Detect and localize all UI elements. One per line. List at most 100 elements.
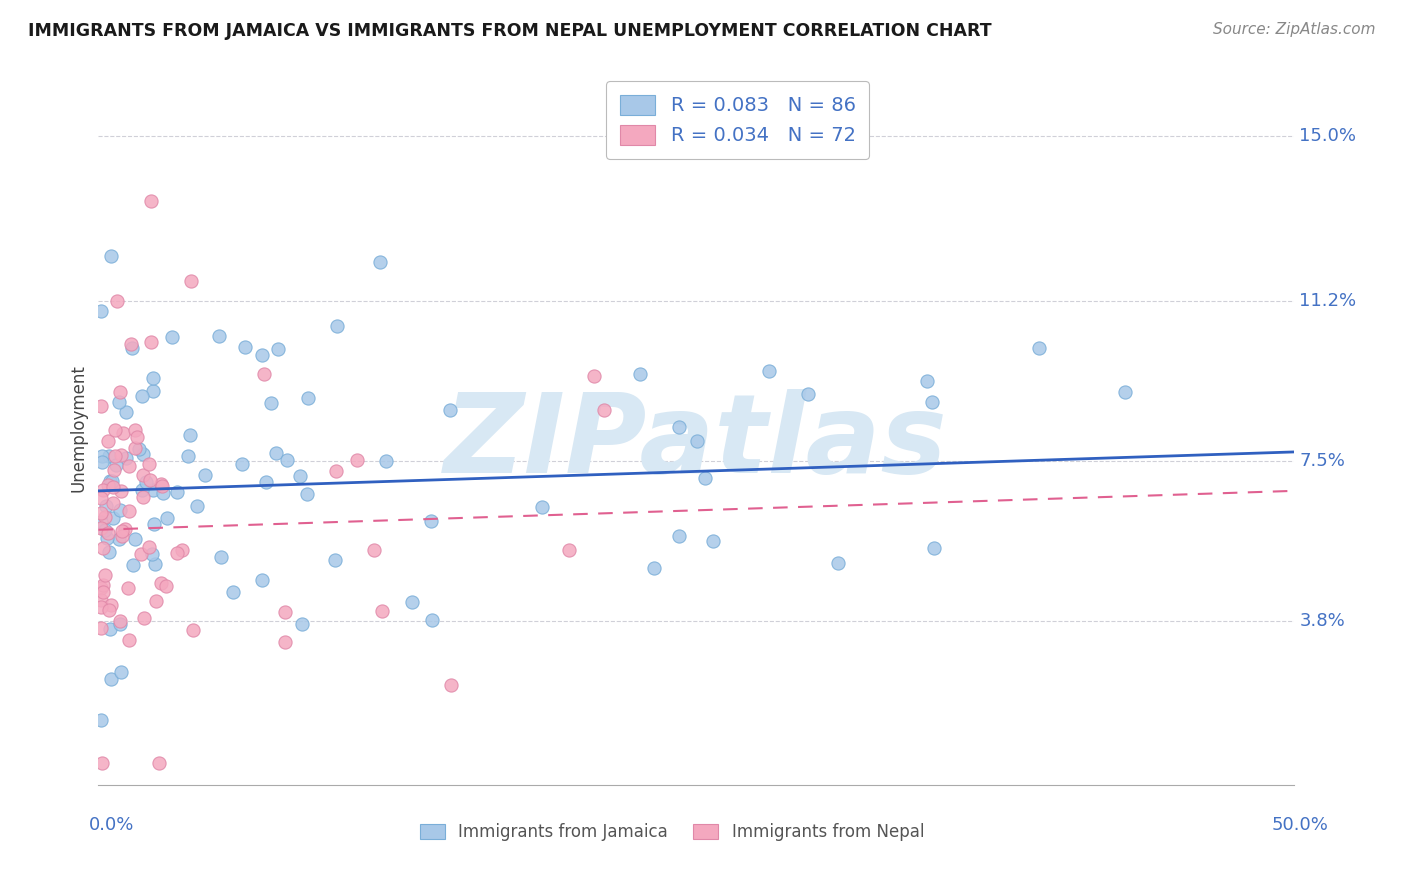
Point <box>142 384 165 399</box>
Point <box>127 430 149 444</box>
Point <box>90 582 112 596</box>
Point <box>142 371 165 385</box>
Point <box>363 542 385 557</box>
Point <box>100 475 122 489</box>
Point <box>827 556 849 570</box>
Text: 0.0%: 0.0% <box>89 816 134 834</box>
Point <box>582 368 605 383</box>
Point <box>139 334 162 349</box>
Point <box>194 467 217 482</box>
Point <box>90 506 112 520</box>
Point <box>628 368 651 382</box>
Point <box>148 756 170 771</box>
Point <box>420 514 443 528</box>
Point <box>90 713 112 727</box>
Point <box>440 678 463 692</box>
Point <box>166 485 188 500</box>
Point <box>233 340 256 354</box>
Point <box>108 617 131 632</box>
Point <box>325 319 347 334</box>
Point <box>91 584 114 599</box>
Point <box>250 348 273 362</box>
Point <box>176 449 198 463</box>
Text: 7.5%: 7.5% <box>1299 451 1346 469</box>
Y-axis label: Unemployment: Unemployment <box>69 364 87 492</box>
Point <box>231 457 253 471</box>
Point <box>100 474 122 488</box>
Point <box>122 558 145 572</box>
Point <box>91 455 114 469</box>
Point <box>420 613 443 627</box>
Point <box>104 449 127 463</box>
Point <box>915 374 938 388</box>
Point <box>142 483 165 498</box>
Point <box>91 483 114 497</box>
Point <box>668 529 690 543</box>
Point <box>118 632 141 647</box>
Point <box>139 194 162 208</box>
Point <box>152 486 174 500</box>
Point <box>288 468 311 483</box>
Point <box>186 499 208 513</box>
Point <box>93 524 115 538</box>
Point <box>100 249 122 263</box>
Point <box>110 665 132 679</box>
Point <box>90 592 112 607</box>
Point <box>98 623 121 637</box>
Point <box>558 543 581 558</box>
Point <box>114 522 136 536</box>
Point <box>135 475 157 489</box>
Point <box>166 545 188 559</box>
Point <box>207 328 229 343</box>
Point <box>111 426 134 441</box>
Point <box>758 364 780 378</box>
Text: 3.8%: 3.8% <box>1299 612 1346 630</box>
Point <box>143 557 166 571</box>
Point <box>134 611 156 625</box>
Point <box>150 576 173 591</box>
Point <box>101 511 124 525</box>
Point <box>111 524 134 538</box>
Point <box>297 391 319 405</box>
Point <box>128 442 150 457</box>
Point <box>90 621 112 635</box>
Point <box>103 463 125 477</box>
Point <box>131 388 153 402</box>
Point <box>264 446 287 460</box>
Point <box>252 573 274 587</box>
Point <box>170 543 193 558</box>
Point <box>97 477 120 491</box>
Point <box>209 549 232 564</box>
Point <box>97 434 120 448</box>
Point <box>90 304 112 318</box>
Point <box>118 459 141 474</box>
Point <box>93 509 115 524</box>
Point <box>323 553 346 567</box>
Point <box>90 521 112 535</box>
Point <box>100 672 122 686</box>
Point <box>105 294 128 309</box>
Point <box>702 533 724 548</box>
Point <box>105 458 128 472</box>
Point <box>254 475 277 489</box>
Point <box>346 453 368 467</box>
Point <box>160 329 183 343</box>
Point <box>276 452 298 467</box>
Point <box>108 532 131 546</box>
Point <box>97 449 120 463</box>
Point <box>118 504 141 518</box>
Point <box>180 274 202 288</box>
Point <box>291 616 314 631</box>
Text: 15.0%: 15.0% <box>1299 128 1357 145</box>
Point <box>1114 384 1136 399</box>
Point <box>108 384 131 399</box>
Point <box>668 420 690 434</box>
Point <box>138 457 160 471</box>
Point <box>179 428 201 442</box>
Point <box>531 500 554 514</box>
Point <box>117 582 139 596</box>
Point <box>921 395 943 409</box>
Point <box>104 423 127 437</box>
Text: 50.0%: 50.0% <box>1272 816 1329 834</box>
Point <box>155 578 177 592</box>
